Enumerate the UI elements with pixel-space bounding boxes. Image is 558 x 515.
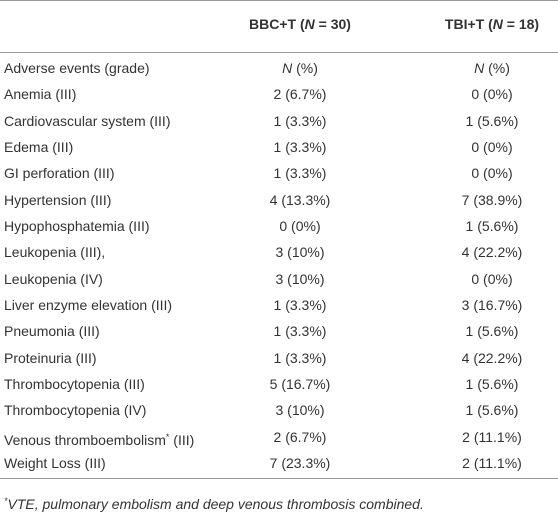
bottom-rule: [0, 478, 558, 479]
value-cell: 2 (11.1%): [462, 454, 522, 471]
value-cell: 3 (16.7%): [461, 296, 523, 313]
value-cell: 1 (3.3%): [273, 138, 327, 155]
row-label: Weight Loss (III): [4, 454, 106, 471]
value-cell: 7 (23.3%): [269, 454, 331, 471]
value-cell: 0 (0%): [471, 165, 513, 182]
row-label: Anemia (III): [4, 86, 77, 103]
value-cell: 4 (22.2%): [461, 349, 523, 366]
value-cell: 7 (38.9%): [461, 191, 523, 208]
row-label: Proteinuria (III): [4, 349, 97, 366]
value-cell: N (%): [392, 59, 558, 77]
text: (III): [169, 431, 195, 448]
row-label: Leukopenia (IV): [4, 270, 103, 287]
row-label: Thrombocytopenia (III): [4, 375, 145, 392]
value-cell: 1 (3.3%): [273, 112, 327, 129]
value-cell: 1 (3.3%): [273, 296, 327, 313]
footnote: *VTE, pulmonary embolism and deep venous…: [4, 492, 424, 513]
footnote-mark: *: [165, 431, 170, 442]
value-cell: 0 (0%): [471, 270, 513, 287]
value-cell: N (%): [200, 59, 400, 77]
value-cell: 1 (3.3%): [273, 165, 327, 182]
footnote-text: VTE, pulmonary embolism and deep venous …: [7, 496, 424, 512]
value-cell: 1 (3.3%): [273, 323, 327, 340]
text: = 18): [502, 16, 540, 32]
value-cell: 0 (0%): [279, 217, 321, 234]
value-cell: 1 (5.6%): [465, 323, 519, 340]
row-label: Cardiovascular system (III): [4, 112, 171, 129]
text: Venous thromboembolism: [4, 431, 166, 448]
italic-text: N: [282, 60, 293, 76]
text: (%): [292, 60, 318, 76]
row-label: Thrombocytopenia (IV): [4, 402, 147, 419]
text: BBC+T (: [249, 16, 305, 32]
value-cell: 1 (5.6%): [465, 112, 519, 129]
row-label: Hypertension (III): [4, 191, 112, 208]
row-label: Pneumonia (III): [4, 323, 100, 340]
italic-text: N: [474, 60, 485, 76]
footnote-mark: *: [4, 496, 8, 506]
value-cell: 1 (5.6%): [465, 375, 519, 392]
row-label: Leukopenia (III),: [4, 244, 106, 261]
value-cell: 3 (10%): [275, 244, 325, 261]
row-label: Venous thromboembolism* (III): [4, 428, 194, 449]
row-label: GI perforation (III): [4, 165, 115, 182]
value-cell: 0 (0%): [471, 138, 513, 155]
value-cell: 2 (6.7%): [273, 86, 327, 103]
row-label: Hypophosphatemia (III): [4, 217, 150, 234]
value-cell: 3 (10%): [275, 402, 325, 419]
italic-text: N: [304, 16, 315, 32]
value-cell: 2 (11.1%): [462, 428, 522, 445]
text: = 30): [314, 16, 351, 32]
value-cell: 3 (10%): [275, 270, 325, 287]
value-cell: 4 (13.3%): [269, 191, 331, 208]
value-cell: 1 (5.6%): [465, 402, 519, 419]
top-rule: [0, 0, 558, 1]
value-cell: 4 (22.2%): [461, 244, 523, 261]
text: TBI+T (: [444, 16, 493, 32]
header-rule: [0, 52, 558, 53]
value-cell: 0 (0%): [471, 86, 513, 103]
value-cell: 5 (16.7%): [269, 375, 331, 392]
value-cell: 1 (5.6%): [465, 217, 519, 234]
row-label: Liver enzyme elevation (III): [4, 296, 173, 313]
row-label: Edema (III): [4, 138, 74, 155]
value-cell: 2 (6.7%): [273, 428, 327, 445]
value-cell: 1 (3.3%): [273, 349, 327, 366]
text: (%): [484, 60, 510, 76]
column-header: BBC+T (N = 30): [200, 15, 400, 33]
row-label: Adverse events (grade): [4, 60, 150, 76]
italic-text: N: [492, 16, 503, 32]
column-header: TBI+T (N = 18): [392, 15, 558, 33]
